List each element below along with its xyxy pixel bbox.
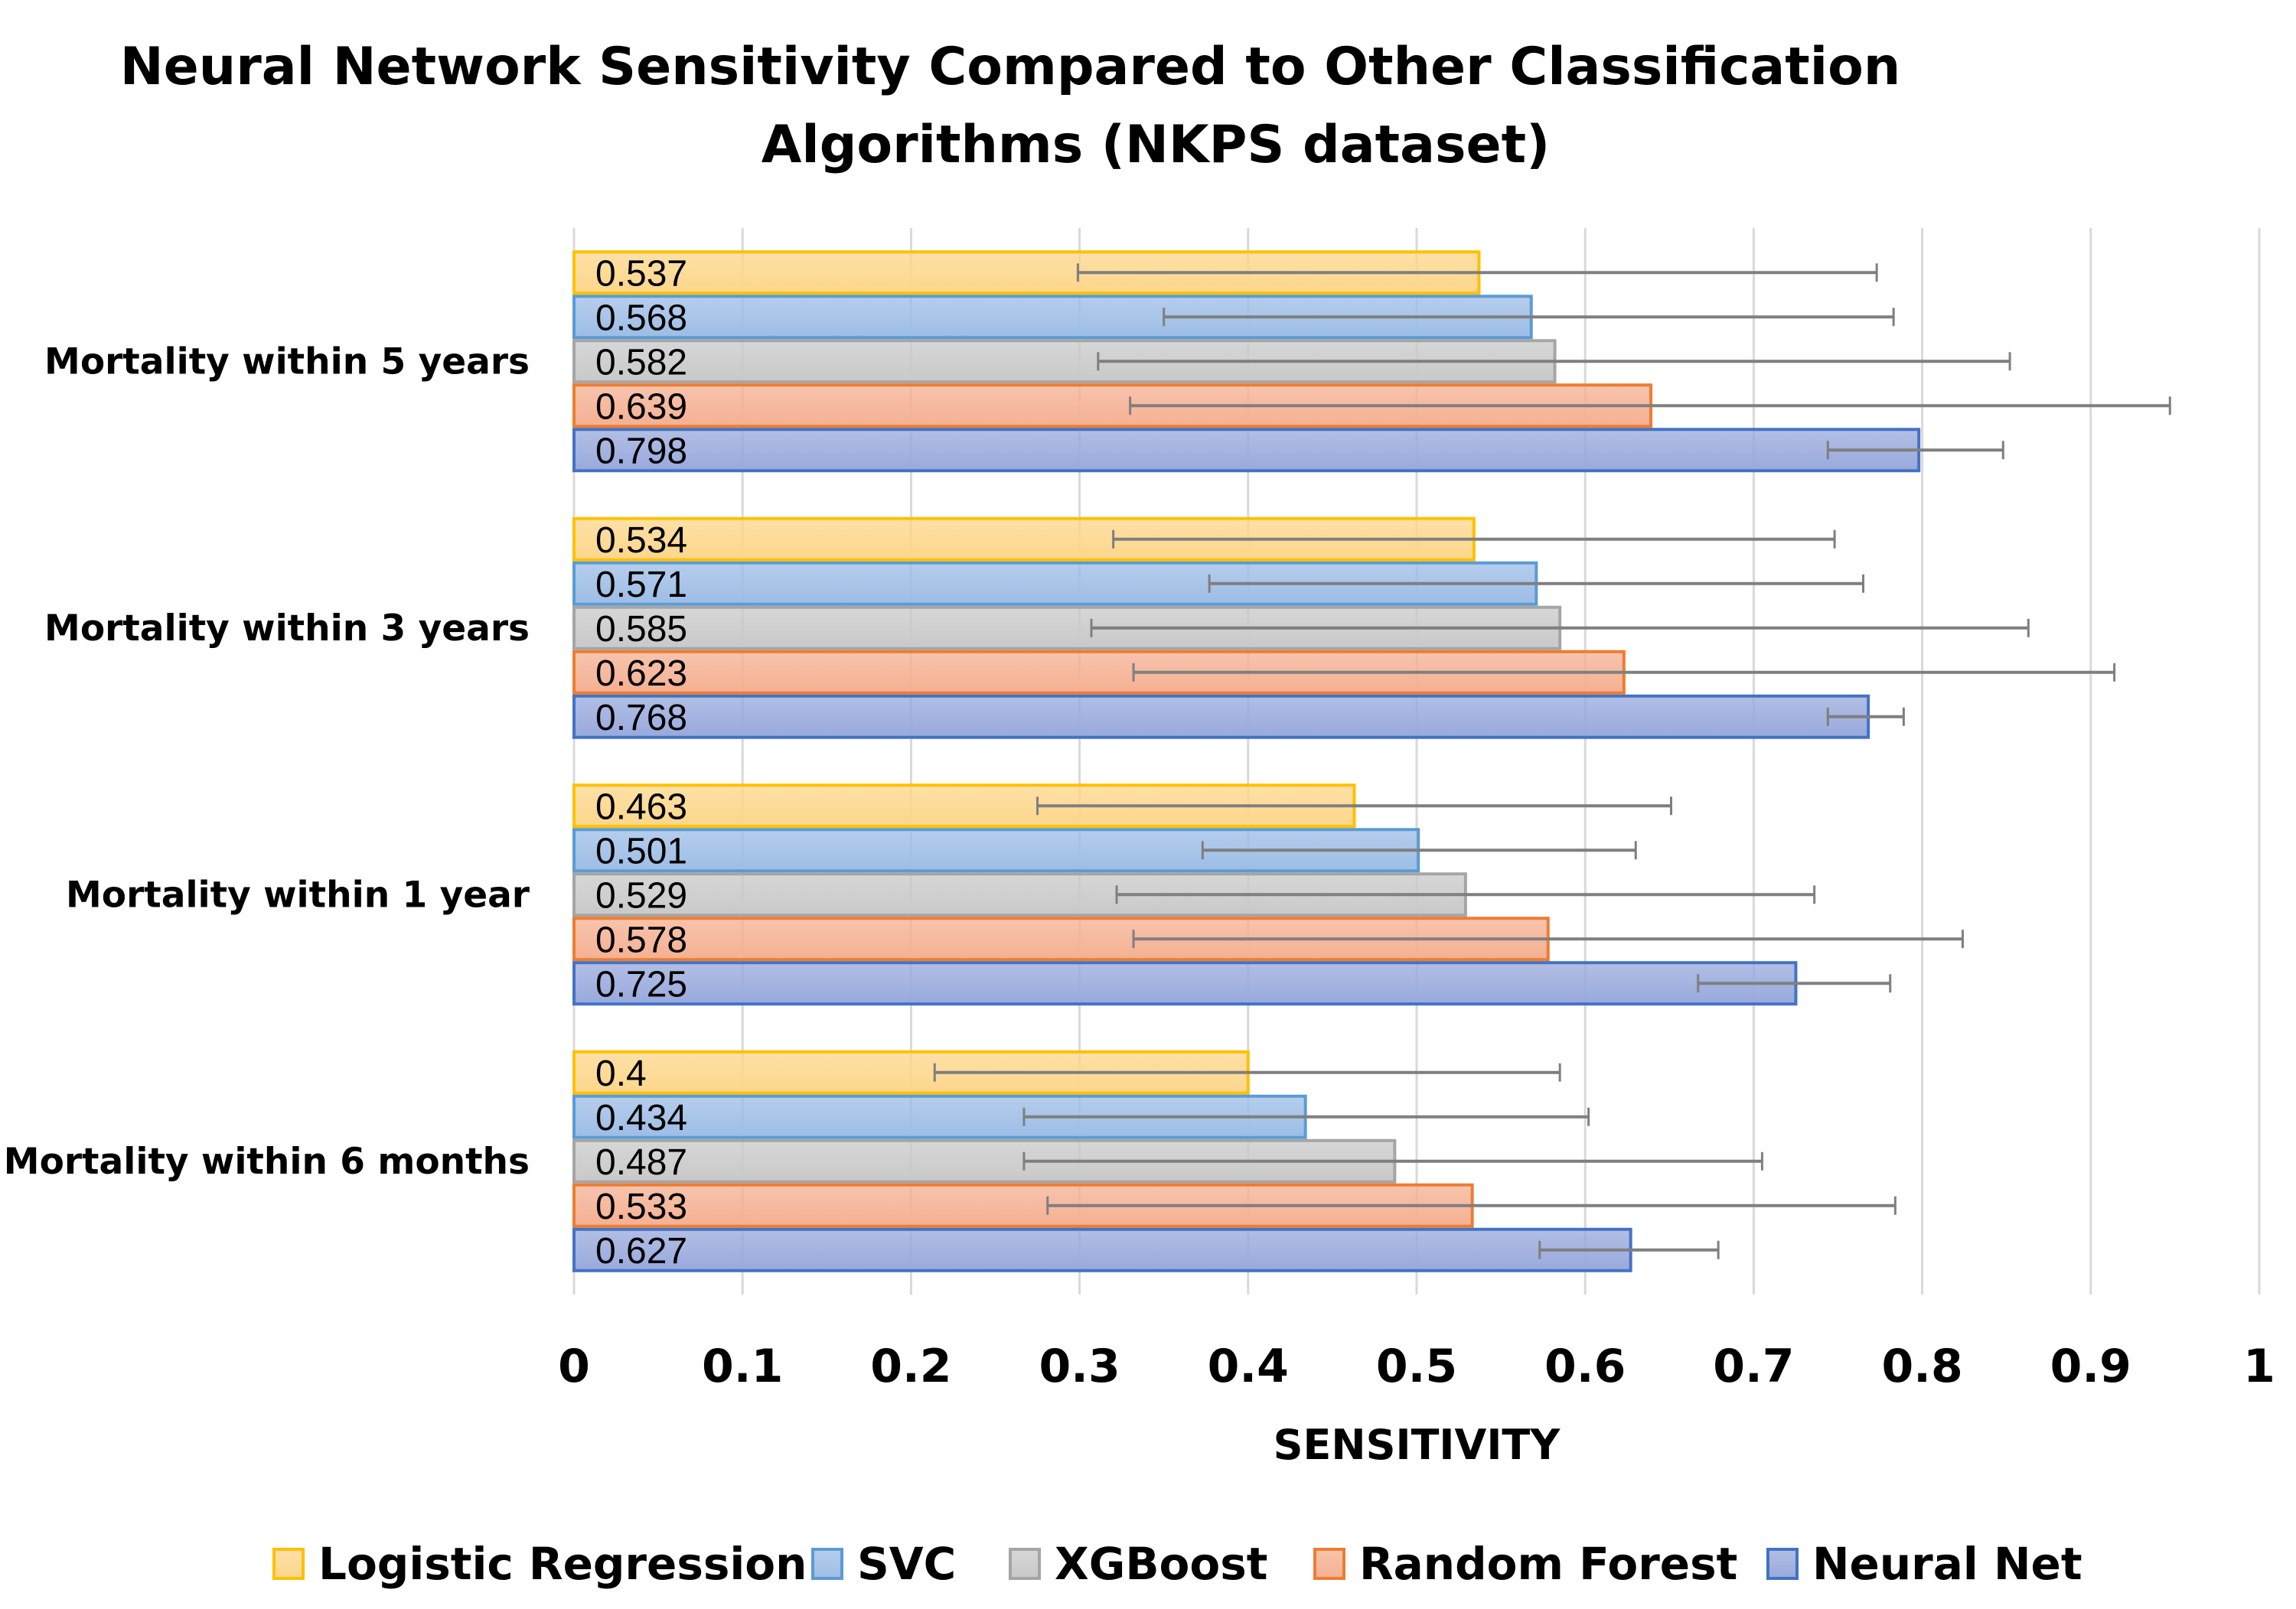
data-label: 0.582 <box>595 342 687 383</box>
x-tick-label: 0.7 <box>1713 1340 1794 1393</box>
data-label: 0.534 <box>595 520 687 561</box>
legend-swatch <box>1766 1548 1799 1580</box>
legend-label: Neural Net <box>1812 1538 2082 1590</box>
data-label: 0.639 <box>595 386 687 427</box>
bar <box>572 561 1538 606</box>
data-label: 0.537 <box>595 253 687 294</box>
category-labels: Mortality within 5 years Mortality within… <box>4 340 530 1183</box>
data-label: 0.568 <box>595 298 687 338</box>
bar <box>572 428 1921 473</box>
legend-label: XGBoost <box>1055 1538 1267 1590</box>
x-tick-label: 0.1 <box>702 1340 783 1393</box>
bar <box>572 1050 1250 1095</box>
x-tick-label: 0 <box>558 1340 590 1393</box>
data-label: 0.4 <box>595 1054 647 1094</box>
category-label: Mortality within 3 years <box>44 607 530 650</box>
chart-title-line-1: Neural Network Sensitivity Compared to O… <box>120 37 1900 97</box>
data-label: 0.725 <box>595 964 687 1005</box>
legend-swatch <box>1313 1548 1345 1580</box>
data-label: 0.571 <box>595 565 687 605</box>
data-label: 0.529 <box>595 875 687 916</box>
x-tick-label: 0.2 <box>870 1340 951 1393</box>
x-tick-label: 0.9 <box>2050 1340 2131 1393</box>
category-label: Mortality within 6 months <box>4 1141 530 1183</box>
data-label: 0.487 <box>595 1142 687 1183</box>
legend-swatch <box>811 1548 843 1580</box>
bar <box>572 694 1870 739</box>
bar <box>572 961 1798 1006</box>
data-label: 0.798 <box>595 431 687 471</box>
data-label: 0.623 <box>595 653 687 694</box>
x-axis-title: SENSITIVITY <box>1274 1421 1561 1469</box>
data-label: 0.768 <box>595 698 687 738</box>
legend-label: SVC <box>857 1538 956 1590</box>
x-tick-label: 0.3 <box>1039 1340 1120 1393</box>
data-label: 0.627 <box>595 1231 687 1272</box>
legend-swatch <box>1009 1548 1041 1580</box>
data-label: 0.501 <box>595 831 687 871</box>
x-tick-label: 0.5 <box>1376 1340 1457 1393</box>
legend-swatch <box>272 1548 305 1580</box>
x-tick-label: 0.6 <box>1544 1340 1626 1393</box>
x-tick-labels: 0 0.1 0.2 0.3 0.4 0.5 0.6 0.7 0.8 0.9 1 <box>558 1340 2275 1393</box>
category-label: Mortality within 1 year <box>66 874 530 916</box>
data-label: 0.585 <box>595 609 687 650</box>
data-label: 0.578 <box>595 920 687 960</box>
legend-label: Random Forest <box>1359 1538 1737 1590</box>
x-tick-label: 0.8 <box>1881 1340 1962 1393</box>
data-label: 0.463 <box>595 787 687 827</box>
chart-title-line-2: Algorithms (NKPS dataset) <box>762 115 1550 175</box>
legend: Logistic Regression SVC XGBoost Random Fore… <box>272 1538 2082 1590</box>
x-tick-label: 1 <box>2243 1340 2275 1393</box>
bar <box>572 1094 1307 1139</box>
data-label: 0.533 <box>595 1187 687 1227</box>
data-label: 0.434 <box>595 1098 687 1138</box>
legend-label: Logistic Regression <box>318 1538 807 1590</box>
x-tick-label: 0.4 <box>1208 1340 1289 1393</box>
bar <box>572 1227 1632 1272</box>
category-label: Mortality within 5 years <box>44 340 530 383</box>
bar <box>572 1138 1397 1184</box>
